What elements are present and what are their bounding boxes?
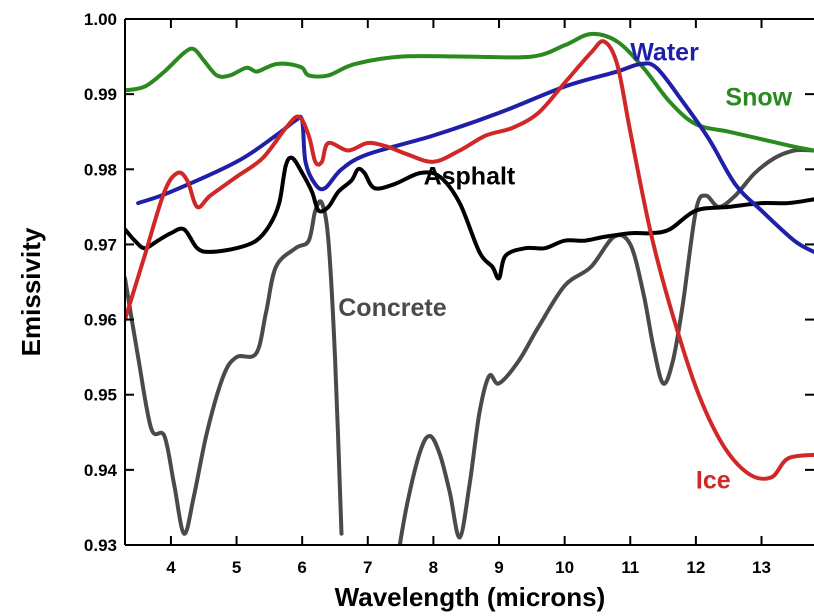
x-tick-label: 8 xyxy=(429,558,438,577)
x-axis-title: Wavelength (microns) xyxy=(335,582,606,612)
x-tick-label: 7 xyxy=(363,558,372,577)
series-line-water xyxy=(136,61,814,254)
series-line-ice xyxy=(125,39,814,481)
y-axis-title: Emissivity xyxy=(16,227,46,356)
series-label-concrete: Concrete xyxy=(338,294,446,322)
x-tick-label: 13 xyxy=(752,558,771,577)
x-tick-label: 6 xyxy=(297,558,306,577)
series-line-concrete-2 xyxy=(397,147,814,545)
series-label-asphalt: Asphalt xyxy=(424,162,516,190)
y-tick-label: 0.98 xyxy=(84,160,117,179)
series-line-concrete-1 xyxy=(125,199,344,536)
series-label-water: Water xyxy=(630,38,699,66)
y-tick-label: 1.00 xyxy=(84,10,117,29)
axes: 0.93 0.94 0.95 0.96 0.97 0.98 0.99 1.00 4 5 6 7 8 9 10… xyxy=(84,10,814,577)
series-line-snow xyxy=(125,31,814,153)
x-tick-label: 4 xyxy=(166,558,176,577)
plot-area: Snow Water Ice Asphalt Concrete xyxy=(125,31,814,545)
x-tick-label: 12 xyxy=(686,558,705,577)
y-tick-label: 0.94 xyxy=(84,461,118,480)
x-tick-label: 9 xyxy=(494,558,503,577)
y-tick-label: 0.97 xyxy=(84,235,117,254)
y-tick-label: 0.99 xyxy=(84,85,117,104)
x-tick-label: 11 xyxy=(621,558,639,577)
series-label-ice: Ice xyxy=(696,467,731,495)
y-tick-label: 0.95 xyxy=(84,386,117,405)
x-tick-label: 5 xyxy=(232,558,241,577)
x-tick-label: 10 xyxy=(555,558,574,577)
series-line-asphalt xyxy=(125,155,814,281)
series-label-snow: Snow xyxy=(725,83,792,111)
y-tick-label: 0.96 xyxy=(84,311,117,330)
y-tick-label: 0.93 xyxy=(84,536,117,555)
